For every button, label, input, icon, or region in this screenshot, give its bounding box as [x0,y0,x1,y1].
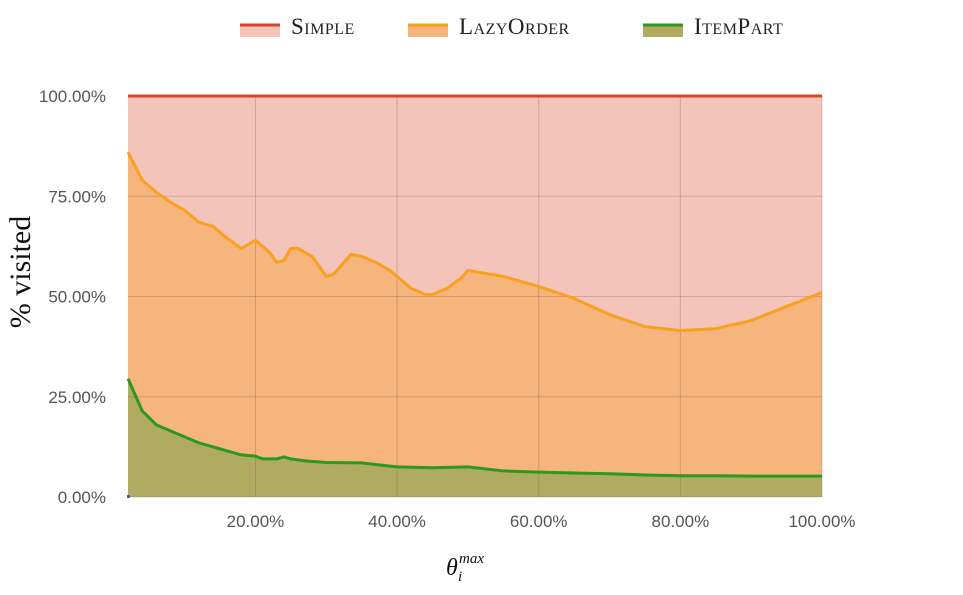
legend-swatch-fill [240,25,280,37]
y-tick-label: 75.00% [48,187,106,206]
legend-swatch-fill [643,25,683,37]
legend-label: ItemPart [694,14,783,39]
legend-item-2: ItemPart [643,14,783,39]
y-axis-label: % visited [4,216,37,329]
x-tick-label: 80.00% [652,512,710,531]
legend-label: Simple [291,14,355,39]
y-axis-ticks: 0.00% 25.00% 50.00% 75.00% 100.00% [39,87,106,507]
origin-marker [127,495,130,498]
area-series-2 [128,378,822,497]
legend-swatch-fill [408,25,448,37]
legend: Simple LazyOrder ItemPart [240,14,783,39]
x-tick-label: 100.00% [788,512,855,531]
y-tick-label: 25.00% [48,388,106,407]
y-tick-label: 50.00% [48,288,106,307]
line-series-1 [126,151,823,333]
grid [128,95,823,498]
area-layer [128,96,822,497]
x-axis-label-sub: i [458,569,462,585]
legend-label: LazyOrder [459,14,570,39]
legend-item-1: LazyOrder [408,14,570,39]
y-tick-label: 0.00% [58,488,106,507]
x-axis-ticks: 20.00% 40.00% 60.00% 80.00% 100.00% [227,512,856,531]
line-series-2 [126,378,822,478]
x-tick-label: 40.00% [368,512,426,531]
x-axis-label: θ max i [446,551,484,585]
area-series-1 [128,152,822,497]
legend-item-0: Simple [240,14,355,39]
x-tick-label: 20.00% [227,512,285,531]
y-tick-label: 100.00% [39,87,106,106]
x-axis-label-sup: max [459,551,484,567]
x-tick-label: 60.00% [510,512,568,531]
line-layer [126,94,823,498]
x-axis-label-base: θ [446,555,458,581]
